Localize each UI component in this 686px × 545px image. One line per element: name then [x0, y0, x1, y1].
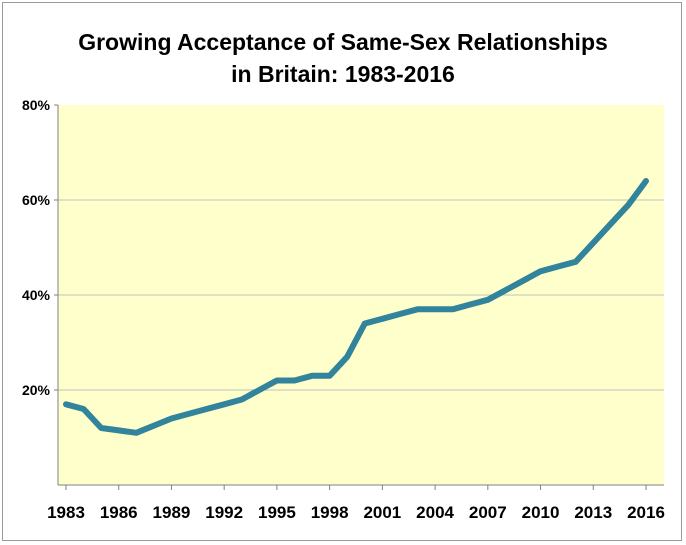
x-tick-label: 1989	[153, 503, 191, 522]
chart-title-line-1: Growing Acceptance of Same-Sex Relations…	[78, 29, 608, 55]
x-tick-label: 2013	[574, 503, 612, 522]
x-tick-label: 2016	[627, 503, 665, 522]
y-tick-label: 20%	[22, 382, 51, 398]
y-tick-label: 80%	[22, 97, 51, 113]
x-tick-labels: 1983 1986 1989 1992 1995 1998 2001 2004 2007 2010…	[47, 485, 665, 522]
x-tick-label: 1998	[311, 503, 349, 522]
x-tick-label: 2007	[469, 503, 507, 522]
series-line	[63, 178, 649, 436]
x-tick-label: 1995	[258, 503, 296, 522]
x-tick-label: 2010	[522, 503, 560, 522]
x-tick-label: 1983	[47, 503, 85, 522]
y-tick-label: 60%	[22, 192, 51, 208]
x-tick-label: 1992	[205, 503, 243, 522]
y-tick-labels: 80% 60% 40% 20%	[22, 97, 58, 398]
chart-title: Growing Acceptance of Same-Sex Relations…	[0, 26, 686, 90]
x-tick-label: 2001	[363, 503, 401, 522]
gridlines	[58, 199, 664, 391]
chart-title-line-2: in Britain: 1983-2016	[231, 61, 455, 87]
y-tick-label: 40%	[22, 287, 51, 303]
x-tick-label: 2004	[416, 503, 454, 522]
x-tick-label: 1986	[100, 503, 138, 522]
